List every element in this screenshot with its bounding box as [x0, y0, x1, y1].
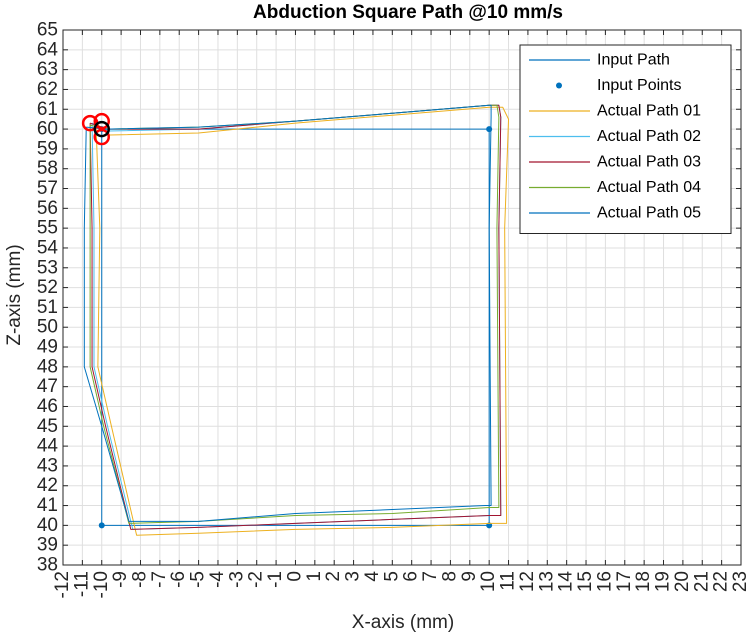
legend-label: Input Path — [597, 52, 670, 69]
y-tick-labels: 3839404142434445464748495051525354555657… — [37, 20, 59, 576]
x-tick-label: -10 — [91, 571, 112, 598]
y-tick-label: 59 — [37, 138, 58, 159]
x-tick-label: 21 — [691, 571, 712, 592]
x-tick-label: -4 — [207, 571, 228, 588]
x-tick-label: 6 — [401, 571, 422, 582]
x-tick-label: -11 — [71, 571, 92, 597]
x-tick-label: 7 — [420, 571, 441, 582]
x-tick-label: 16 — [594, 571, 615, 592]
series-line-7 — [83, 104, 492, 522]
x-tick-label: 15 — [575, 571, 596, 592]
legend-label: Actual Path 02 — [597, 128, 701, 145]
y-tick-label: 43 — [37, 455, 58, 476]
y-tick-label: 44 — [37, 436, 59, 457]
x-tick-label: 23 — [730, 571, 751, 592]
legend-swatch — [556, 82, 562, 89]
y-tick-label: 50 — [37, 317, 58, 338]
marker-circle — [93, 128, 110, 146]
y-tick-label: 62 — [37, 79, 58, 100]
legend-box — [519, 44, 732, 234]
chart-title: Abduction Square Path @10 mm/s — [253, 2, 563, 23]
y-tick-label: 46 — [37, 396, 58, 417]
y-tick-label: 57 — [37, 178, 58, 199]
y-tick-label: 39 — [37, 535, 58, 556]
x-tick-label: 19 — [653, 571, 674, 592]
y-tick-label: 42 — [37, 475, 58, 496]
y-tick-label: 51 — [37, 297, 58, 318]
y-tick-label: 53 — [37, 257, 58, 278]
x-tick-label: -1 — [265, 571, 286, 588]
y-tick-label: 38 — [37, 555, 58, 576]
x-tick-label: 9 — [459, 571, 480, 582]
y-tick-label: 58 — [37, 158, 58, 179]
x-tick-label: 12 — [517, 571, 538, 592]
y-tick-label: 64 — [37, 39, 59, 60]
series-line-6 — [89, 104, 500, 524]
plot-area-frame — [62, 29, 742, 566]
legend-label: Actual Path 01 — [597, 103, 701, 120]
y-tick-label: 52 — [37, 277, 58, 298]
x-tick-label: 17 — [614, 571, 635, 592]
y-tick-label: 61 — [37, 99, 58, 120]
x-tick-label: -3 — [226, 571, 247, 588]
series-layer — [83, 104, 510, 536]
y-tick-label: 65 — [37, 20, 58, 41]
y-tick-label: 54 — [37, 237, 59, 258]
y-tick-label: 60 — [37, 119, 58, 140]
marker-circle — [93, 112, 110, 130]
series-line-3 — [95, 106, 510, 536]
legend: Input Path Input Points Actual Path 01 Actu… — [519, 44, 732, 234]
x-tick-label: 5 — [381, 571, 402, 582]
x-tick-labels: -12-11-10-9-8-7-6-5-4-3-2-10123456789101… — [52, 571, 751, 599]
legend-label: Actual Path 04 — [597, 179, 701, 196]
x-tick-label: 13 — [536, 571, 557, 592]
x-tick-label: 20 — [672, 571, 693, 592]
legend-label: Input Points — [597, 77, 682, 94]
x-tick-label: 18 — [633, 571, 654, 592]
x-tick-label: 1 — [304, 571, 325, 582]
x-tick-label: 2 — [323, 571, 344, 582]
x-tick-label: 14 — [556, 571, 577, 593]
y-tick-label: 47 — [37, 376, 58, 397]
y-tick-label: 41 — [37, 495, 58, 516]
y-tick-label: 40 — [37, 515, 58, 536]
y-tick-label: 49 — [37, 337, 58, 358]
x-tick-label: 10 — [478, 571, 499, 592]
y-tick-label: 63 — [37, 59, 58, 80]
x-tick-label: -8 — [130, 571, 151, 588]
x-tick-label: 11 — [498, 571, 519, 591]
y-tick-label: 45 — [37, 416, 58, 437]
x-tick-label: 4 — [362, 571, 383, 582]
x-tick-label: -12 — [52, 571, 73, 598]
annotation-layer — [81, 112, 110, 146]
x-tick-label: -2 — [246, 571, 267, 588]
x-axis-label: X-axis (mm) — [352, 612, 454, 633]
x-tick-label: -5 — [188, 571, 209, 588]
x-tick-label: 0 — [284, 571, 305, 582]
data-point — [98, 522, 105, 529]
y-tick-label: 56 — [37, 198, 58, 219]
y-tick-label: 55 — [37, 218, 58, 239]
y-tick-label: 48 — [37, 356, 58, 377]
x-tick-label: 22 — [711, 571, 732, 592]
y-axis-label: Z-axis (mm) — [4, 244, 25, 345]
x-tick-label: 3 — [343, 571, 364, 582]
x-tick-label: -9 — [110, 571, 131, 588]
x-tick-label: 8 — [439, 571, 460, 582]
x-tick-label: -6 — [168, 571, 189, 588]
x-tick-label: -7 — [149, 571, 170, 588]
marker-circle — [93, 120, 110, 138]
legend-label: Actual Path 05 — [597, 205, 701, 222]
legend-label: Actual Path 03 — [597, 154, 701, 171]
